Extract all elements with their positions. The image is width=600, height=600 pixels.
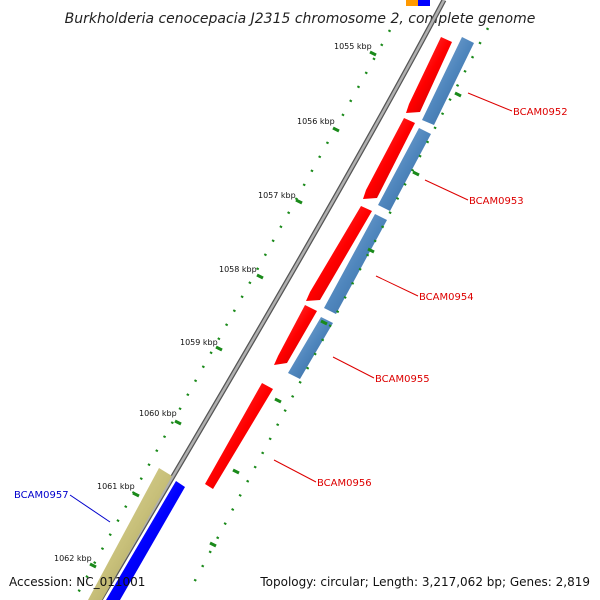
- inner-dotted-ring: [188, 27, 490, 591]
- tick-label-1061: 1061 kbp: [97, 482, 135, 491]
- blue-feature-fragment: [418, 0, 430, 6]
- tick-label-1059: 1059 kbp: [180, 338, 218, 347]
- gene-label-bcam0954[interactable]: BCAM0954: [419, 292, 474, 303]
- tick-label-1058: 1058 kbp: [219, 265, 257, 274]
- gene-arrow-bcam0954[interactable]: [306, 206, 372, 301]
- tick-label-1062: 1062 kbp: [54, 554, 92, 563]
- gene-arrow-bcam0955[interactable]: [274, 305, 317, 365]
- gene-label-bcam0955[interactable]: BCAM0955: [375, 374, 430, 385]
- orange-feature-fragment: [406, 0, 418, 6]
- olive-feature: [88, 468, 172, 600]
- inner-major-ticks: [209, 91, 462, 548]
- gene-label-bcam0956[interactable]: BCAM0956: [317, 478, 372, 489]
- map-title: Burkholderia cenocepacia J2315 chromosom…: [65, 11, 536, 27]
- tick-label-1060: 1060 kbp: [139, 409, 177, 418]
- gene-label-leaders: [69, 92, 513, 523]
- gene-label-bcam0953[interactable]: BCAM0953: [469, 196, 524, 207]
- tick-label-1056: 1056 kbp: [297, 117, 335, 126]
- tick-label-1057: 1057 kbp: [258, 191, 296, 200]
- backbone-line: [98, 0, 446, 600]
- blast-hit-4: [288, 317, 333, 379]
- tick-label-1055: 1055 kbp: [334, 42, 372, 51]
- topology-summary-text: Topology: circular; Length: 3,217,062 bp…: [259, 575, 590, 589]
- blast-hit-2: [378, 128, 431, 211]
- gene-label-bcam0952[interactable]: BCAM0952: [513, 107, 568, 118]
- gene-arrow-bcam0957[interactable]: [106, 481, 185, 600]
- gene-arrow-bcam0953[interactable]: [363, 118, 415, 199]
- gene-arrow-bcam0952[interactable]: [406, 37, 452, 113]
- blast-hit-1: [422, 37, 474, 125]
- outer-dotted-ring: [72, 29, 392, 600]
- gene-arrow-bcam0956[interactable]: [205, 383, 273, 489]
- gene-label-bcam0957[interactable]: BCAM0957: [14, 490, 69, 501]
- major-ticks: [89, 50, 377, 569]
- accession-text: Accession: NC_011001: [9, 575, 145, 589]
- blast-hit-3: [324, 214, 387, 314]
